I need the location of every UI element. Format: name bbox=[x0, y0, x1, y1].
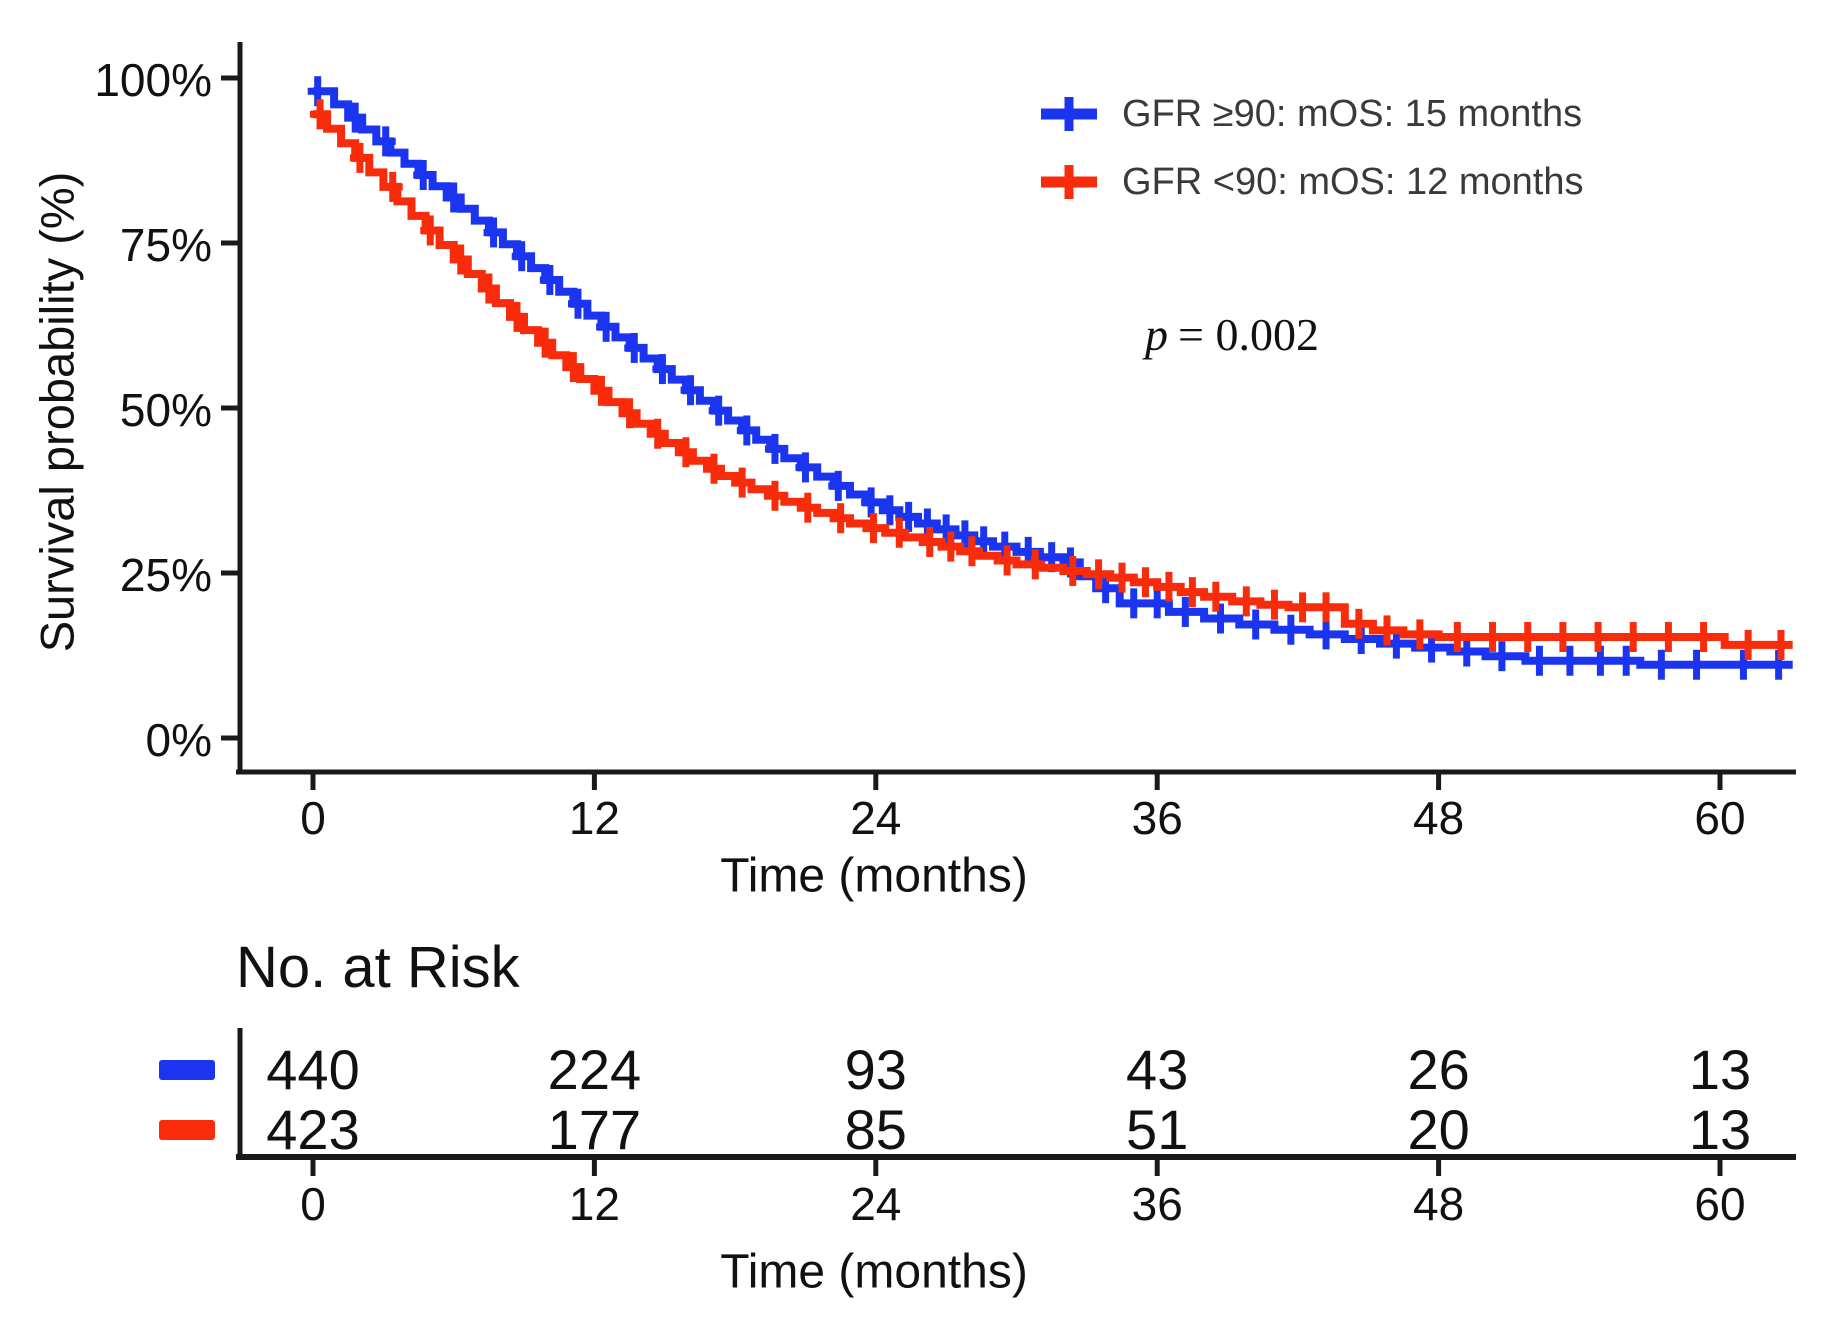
risk-count: 13 bbox=[1689, 1098, 1751, 1161]
y-tick-label: 100% bbox=[94, 54, 212, 106]
risk-axis-title: Time (months) bbox=[720, 1245, 1028, 1299]
legend-plus-line-icon bbox=[1041, 165, 1097, 199]
risk-count: 26 bbox=[1407, 1038, 1469, 1101]
legend-entry: GFR ≥90: mOS: 15 months bbox=[1040, 92, 1583, 136]
risk-table-title: No. at Risk bbox=[236, 935, 520, 1000]
risk-row-marker-gfr-lt90 bbox=[159, 1120, 215, 1140]
x-axis-title: Time (months) bbox=[720, 849, 1028, 903]
risk-count: 13 bbox=[1689, 1038, 1751, 1101]
risk-row-marker-gfr-ge90 bbox=[159, 1060, 215, 1080]
y-tick-label: 50% bbox=[120, 384, 212, 436]
legend-label: GFR ≥90: mOS: 15 months bbox=[1122, 92, 1583, 135]
legend: GFR ≥90: mOS: 15 months GFR <90: mOS: 12 … bbox=[1040, 92, 1583, 204]
risk-count: 51 bbox=[1126, 1098, 1188, 1161]
risk-count: 423 bbox=[266, 1098, 359, 1161]
x-tick-label: 60 bbox=[1694, 792, 1745, 844]
risk-count: 93 bbox=[845, 1038, 907, 1101]
p-value-annotation: p = 0.002 bbox=[1145, 308, 1319, 361]
y-tick-label: 25% bbox=[120, 549, 212, 601]
x-tick-label: 24 bbox=[850, 792, 901, 844]
y-axis-title: Survival probability (%) bbox=[30, 171, 84, 653]
y-tick-label: 75% bbox=[120, 219, 212, 271]
risk-tick-label: 24 bbox=[850, 1178, 901, 1230]
risk-count: 85 bbox=[845, 1098, 907, 1161]
risk-count: 224 bbox=[548, 1038, 641, 1101]
risk-count: 20 bbox=[1407, 1098, 1469, 1161]
x-tick-label: 12 bbox=[569, 792, 620, 844]
y-tick-label: 0% bbox=[146, 714, 212, 766]
p-symbol: p bbox=[1145, 309, 1168, 360]
risk-count: 43 bbox=[1126, 1038, 1188, 1101]
risk-tick-label: 12 bbox=[569, 1178, 620, 1230]
risk-count: 440 bbox=[266, 1038, 359, 1101]
x-tick-label: 48 bbox=[1413, 792, 1464, 844]
legend-plus-line-icon bbox=[1041, 97, 1097, 131]
legend-entry: GFR <90: mOS: 12 months bbox=[1040, 160, 1583, 204]
legend-label: GFR <90: mOS: 12 months bbox=[1122, 160, 1584, 203]
risk-tick-label: 48 bbox=[1413, 1178, 1464, 1230]
x-tick-label: 36 bbox=[1132, 792, 1183, 844]
risk-tick-label: 60 bbox=[1694, 1178, 1745, 1230]
risk-tick-label: 36 bbox=[1132, 1178, 1183, 1230]
risk-count: 177 bbox=[548, 1098, 641, 1161]
p-value-text: = 0.002 bbox=[1178, 309, 1319, 360]
x-tick-label: 0 bbox=[300, 792, 326, 844]
risk-tick-label: 0 bbox=[300, 1178, 326, 1230]
